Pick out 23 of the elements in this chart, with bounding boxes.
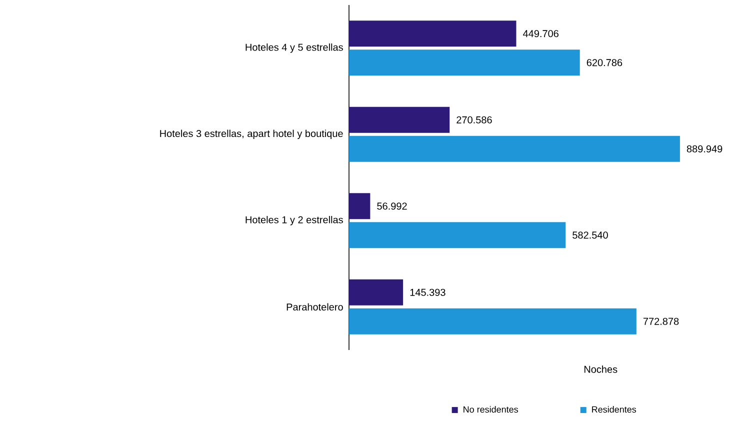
data-label: 449.706 (523, 30, 558, 38)
legend-label: No residentes (464, 406, 518, 413)
bar (349, 279, 404, 306)
bar (349, 106, 450, 133)
bar (349, 193, 370, 220)
data-label: 620.786 (586, 59, 622, 66)
y-tick-label: Hoteles 4 y 5 estrellas (246, 43, 343, 53)
bar (349, 20, 516, 47)
bar (349, 222, 566, 248)
y-tick-label: Parahotelero (286, 303, 343, 311)
data-label: 889.949 (686, 145, 722, 152)
data-label: 582.540 (572, 232, 608, 239)
data-label: 772.878 (643, 318, 679, 325)
data-label: 56.992 (377, 202, 407, 210)
bar (349, 50, 580, 76)
y-tick-label: Hoteles 3 estrellas, apart hotel y boutique (160, 130, 343, 140)
legend-label: Residentes (592, 406, 636, 413)
bar (349, 136, 680, 162)
bar (349, 308, 636, 334)
x-axis-title: Noches (584, 366, 618, 373)
data-label: 145.393 (410, 288, 446, 296)
data-label: 270.586 (456, 116, 492, 124)
y-tick-label: Hoteles 1 y 2 estrellas (246, 216, 343, 226)
